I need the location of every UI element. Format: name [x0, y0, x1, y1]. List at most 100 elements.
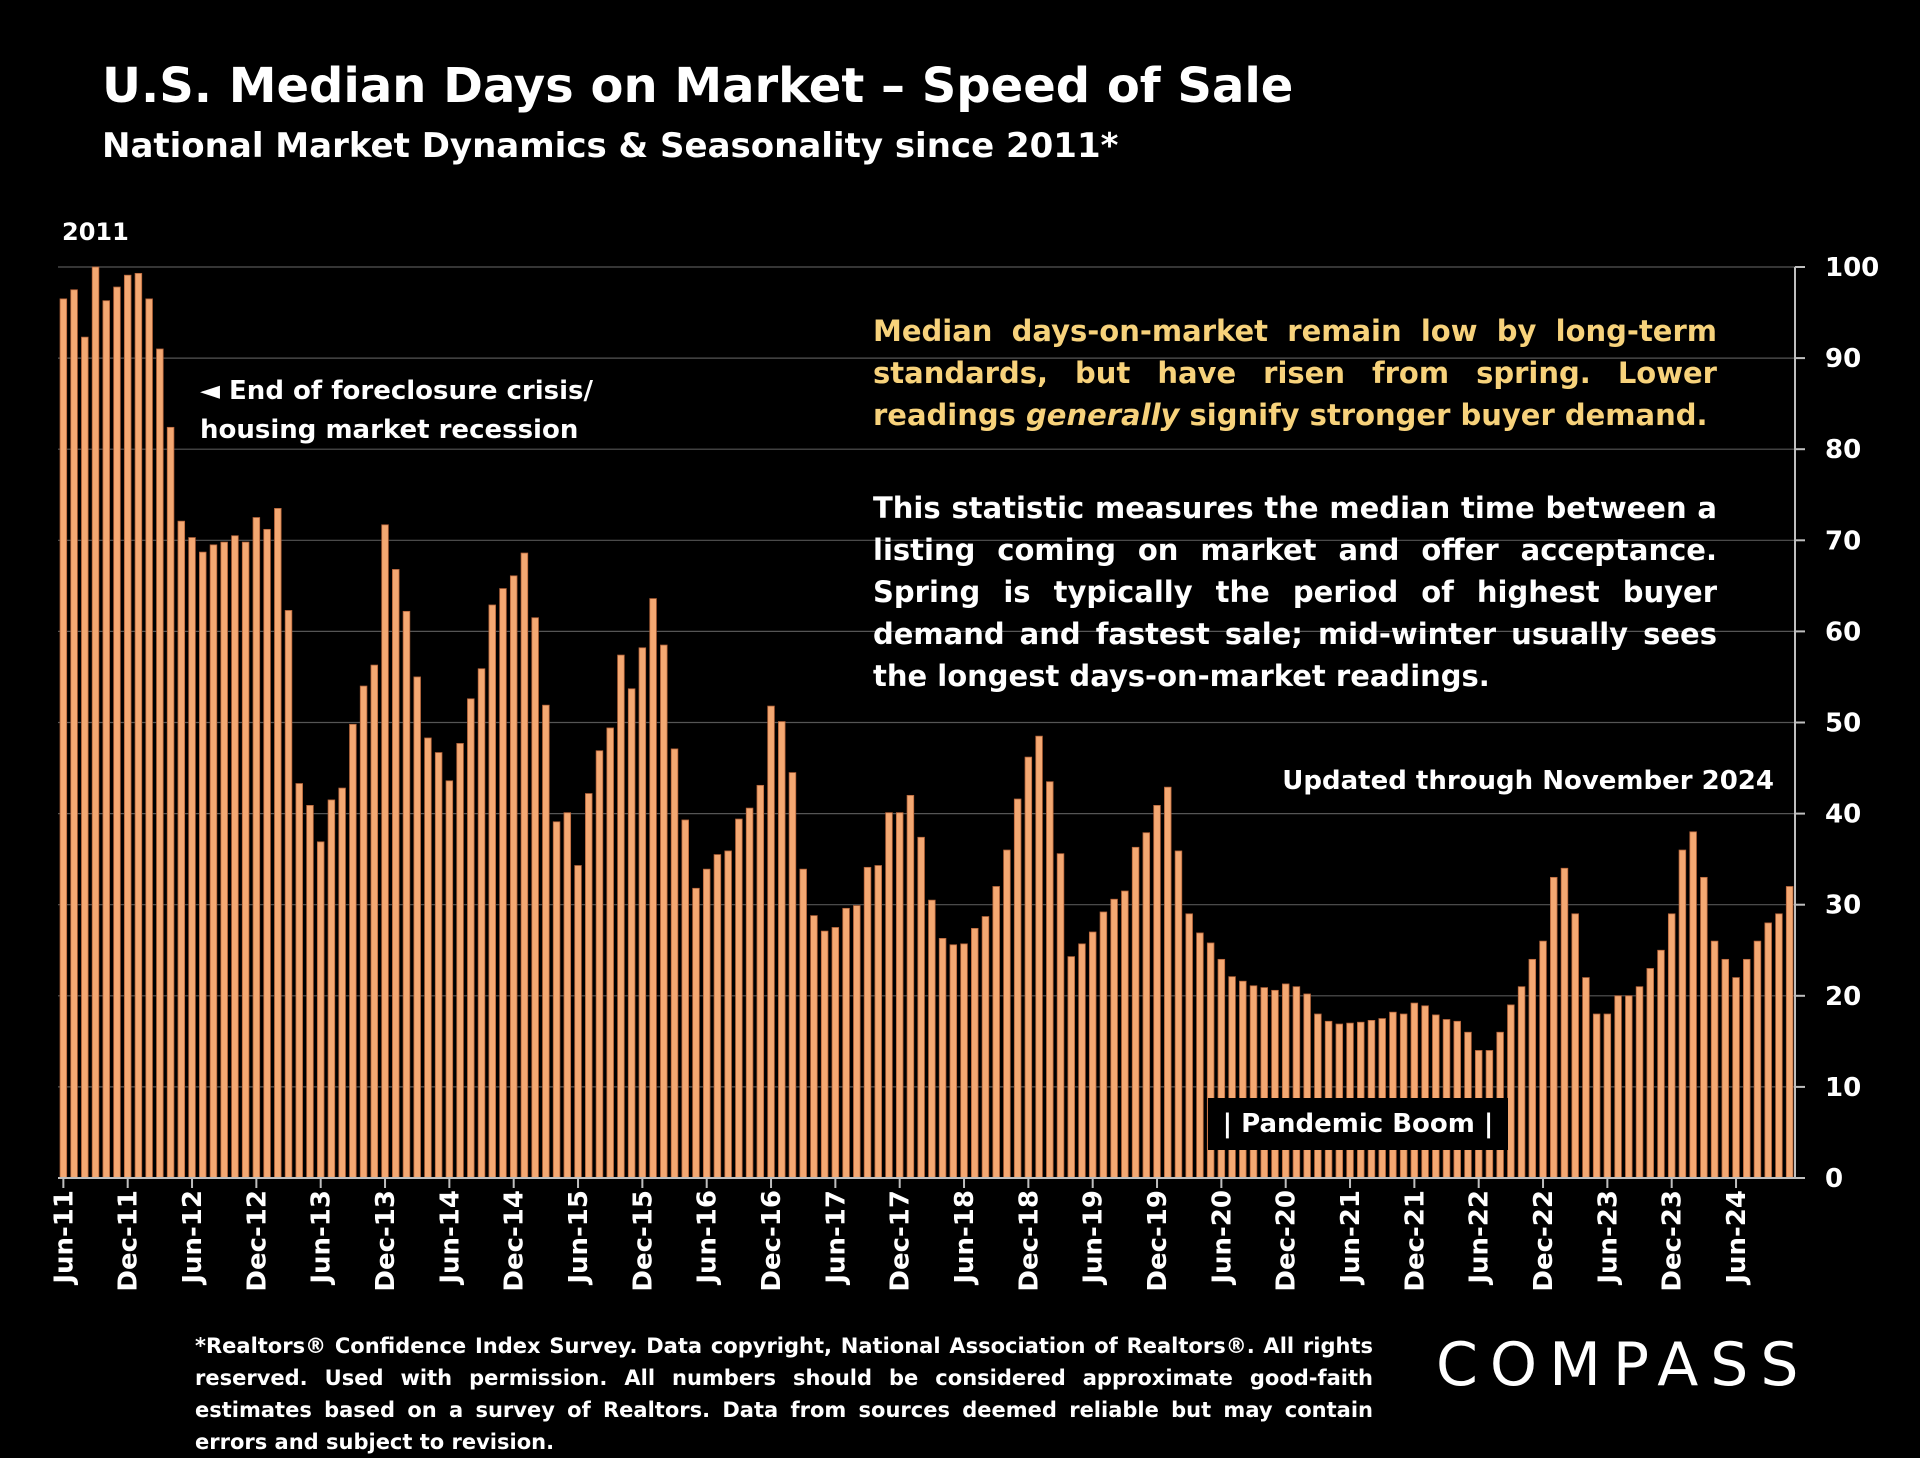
- y-tick-label: 40: [1825, 800, 1861, 830]
- bar: [1088, 931, 1097, 1179]
- bar: [1013, 798, 1022, 1179]
- bar: [113, 286, 121, 1179]
- x-tick-label: Dec-14: [500, 1190, 530, 1292]
- bar: [1528, 958, 1537, 1179]
- bar: [392, 569, 400, 1179]
- x-tick-labels: Jun-11 Dec-11 Jun-12 Dec-12 Jun-13 Dec-13 Jun-…: [49, 1190, 1752, 1292]
- bar: [402, 610, 411, 1179]
- bars: [59, 266, 1794, 1179]
- callout-secondary: This statistic measures the median time …: [873, 491, 1717, 693]
- callout-primary-text-2: signify stronger buyer demand.: [1179, 398, 1708, 432]
- bar: [767, 705, 775, 1179]
- bar: [1764, 922, 1772, 1179]
- bar: [252, 517, 261, 1179]
- y-tick-label: 100: [1825, 253, 1879, 283]
- bar: [199, 551, 207, 1179]
- bar: [1046, 781, 1054, 1179]
- x-tick-label: Jun-24: [1722, 1190, 1752, 1286]
- bar: [434, 752, 443, 1179]
- bar: [1732, 977, 1740, 1179]
- y-tick-label: 30: [1825, 891, 1861, 921]
- bar: [241, 541, 250, 1179]
- x-tick-label: Dec-23: [1658, 1190, 1688, 1292]
- bar: [670, 748, 679, 1179]
- bar: [1775, 913, 1783, 1179]
- bar: [295, 783, 303, 1179]
- x-tick-label: Dec-21: [1400, 1190, 1430, 1292]
- bar: [531, 617, 539, 1179]
- bar: [1560, 867, 1569, 1179]
- gridlines: [58, 266, 1795, 1088]
- x-tick-label: Jun-14: [435, 1190, 465, 1286]
- bar: [949, 944, 958, 1179]
- y-tick-label: 60: [1825, 617, 1861, 647]
- bar: [713, 854, 722, 1179]
- bar: [1078, 943, 1086, 1179]
- x-tick-label: Dec-17: [886, 1190, 916, 1292]
- bar: [971, 927, 979, 1179]
- bar: [209, 544, 218, 1179]
- bar: [509, 575, 518, 1179]
- bar: [1196, 932, 1204, 1179]
- bar: [842, 907, 850, 1179]
- bar: [928, 899, 936, 1179]
- callout-primary: Median days-on-market remain low by long…: [873, 310, 1717, 436]
- bar: [1635, 986, 1644, 1179]
- bar: [263, 528, 271, 1179]
- page-title: U.S. Median Days on Market – Speed of Sa…: [102, 58, 1294, 114]
- x-tick-label: Jun-15: [564, 1190, 594, 1286]
- bar: [1785, 886, 1794, 1179]
- bar: [1067, 956, 1075, 1179]
- bar: [649, 598, 657, 1179]
- x-tick-label: Dec-20: [1272, 1190, 1302, 1292]
- pandemic-annotation: | Pandemic Boom |: [1208, 1098, 1508, 1150]
- bar: [156, 348, 164, 1179]
- bar: [370, 664, 379, 1179]
- x-tick-label: Jun-23: [1593, 1190, 1623, 1286]
- bar: [702, 868, 711, 1179]
- bar: [123, 274, 132, 1179]
- bar: [960, 943, 968, 1179]
- bar: [413, 676, 421, 1179]
- bar: [91, 266, 100, 1179]
- bar: [1710, 940, 1719, 1179]
- bar: [788, 772, 797, 1179]
- y-tick-label: 20: [1825, 982, 1861, 1012]
- bar: [606, 727, 614, 1179]
- bar: [1678, 849, 1687, 1179]
- recession-annotation-line-2: housing market recession: [200, 415, 579, 445]
- y-tick-label: 90: [1825, 344, 1861, 374]
- bar: [424, 737, 432, 1179]
- bar: [585, 793, 593, 1179]
- bar: [59, 298, 68, 1179]
- y-tick-labels: 0 10 20 30 40 50 60 70 80 90 100: [1825, 253, 1879, 1194]
- x-tick-label: Jun-21: [1336, 1190, 1366, 1286]
- bar: [1099, 911, 1108, 1179]
- y-tick-label: 50: [1825, 709, 1861, 739]
- bar: [1303, 993, 1311, 1179]
- x-tick-label: Dec-12: [242, 1190, 272, 1292]
- bar: [1507, 1004, 1515, 1179]
- bar: [381, 524, 389, 1179]
- x-tick-label: Jun-17: [821, 1190, 851, 1286]
- page-subtitle: National Market Dynamics & Seasonality s…: [102, 126, 1119, 166]
- bar: [552, 821, 561, 1179]
- bar: [1646, 968, 1654, 1179]
- bar: [1432, 1014, 1440, 1179]
- x-tick-label: Dec-15: [628, 1190, 658, 1292]
- bar: [1174, 850, 1183, 1179]
- bar: [660, 644, 668, 1179]
- bar: [638, 647, 647, 1179]
- bar: [445, 780, 454, 1179]
- bar: [992, 886, 1000, 1179]
- bar: [1314, 1013, 1322, 1179]
- source-footnote: *Realtors® Confidence Index Survey. Data…: [195, 1334, 1373, 1454]
- bar: [1153, 805, 1161, 1179]
- bar: [820, 930, 829, 1179]
- bar: [1035, 735, 1043, 1179]
- bar: [338, 787, 346, 1179]
- bar: [1410, 1002, 1419, 1179]
- bar: [1592, 1013, 1601, 1179]
- bar: [1399, 1013, 1408, 1179]
